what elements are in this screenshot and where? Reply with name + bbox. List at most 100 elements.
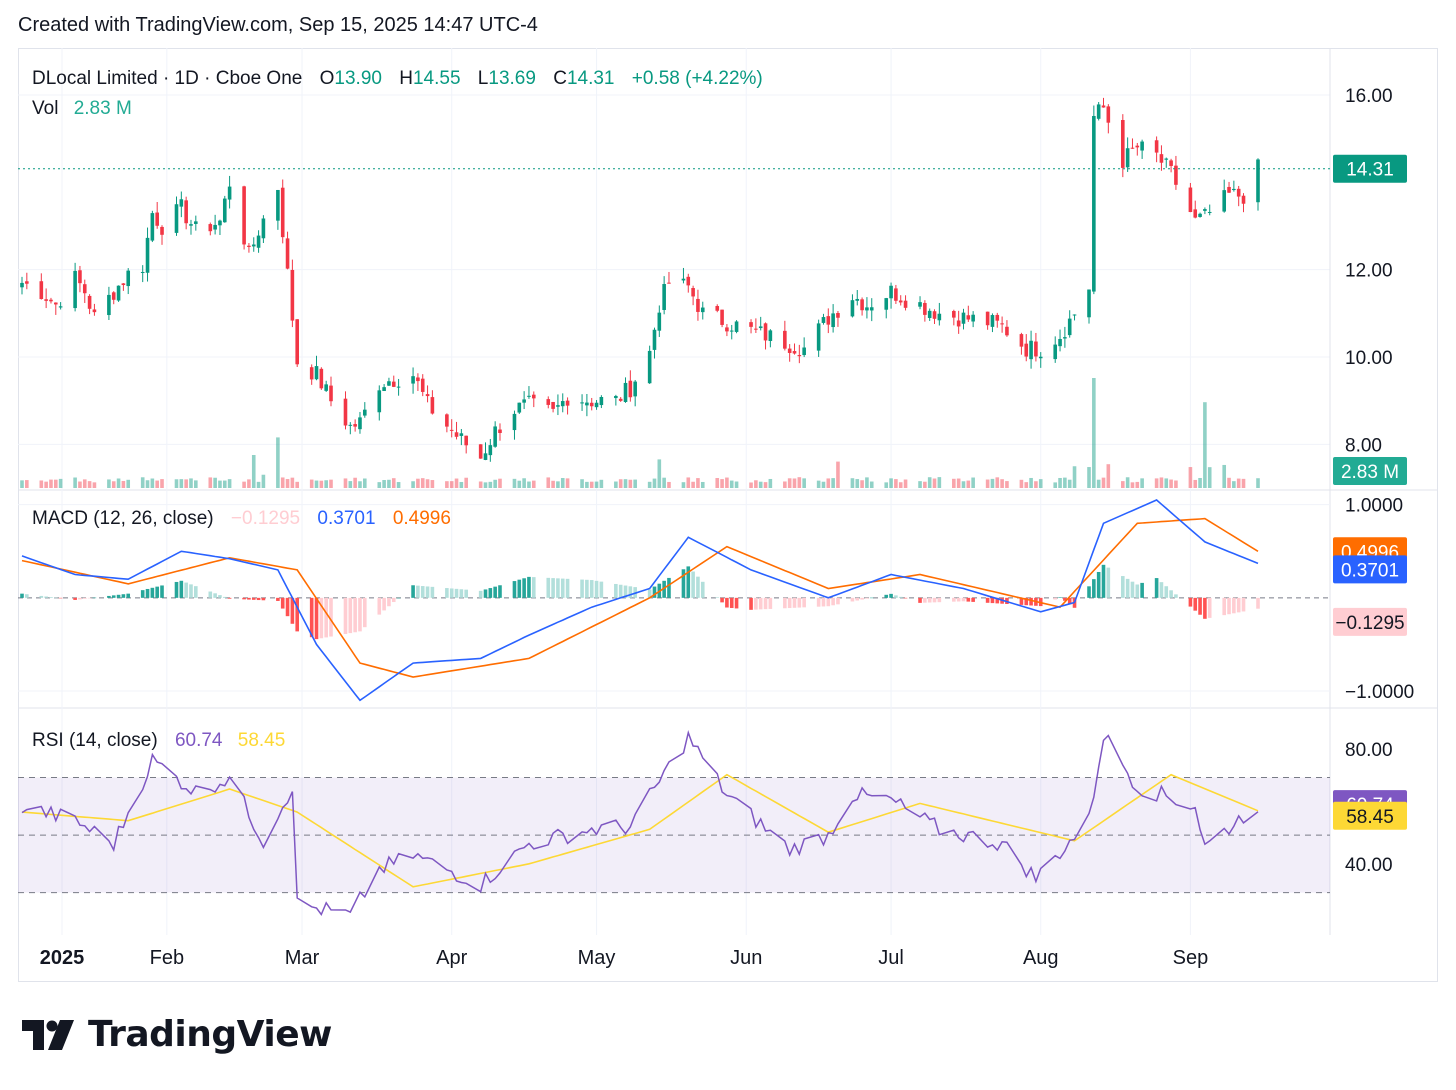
volume-bar — [150, 478, 155, 488]
macd-histogram-bar — [1096, 571, 1101, 598]
candle-body — [1256, 159, 1260, 203]
volume-bar — [174, 479, 179, 488]
volume-bar — [314, 480, 319, 488]
candle-body — [860, 299, 864, 311]
macd-histogram-bar — [488, 588, 493, 598]
macd-axis-label: 1.0000 — [1345, 496, 1403, 517]
macd-histogram-bar — [82, 597, 87, 599]
macd-histogram-bar — [869, 597, 874, 599]
macd-histogram-bar — [261, 597, 266, 601]
macd-histogram-bar — [826, 597, 831, 607]
legend-h-label: H — [399, 68, 413, 89]
volume-bar — [667, 481, 671, 488]
macd-histogram-bar — [416, 585, 420, 598]
volume-bar — [715, 478, 720, 488]
volume-badge-bg — [1333, 457, 1407, 485]
macd-axis-label: −1.0000 — [1345, 682, 1414, 703]
legend-change: +0.58 (+4.22%) — [632, 68, 763, 89]
candle-body — [116, 285, 121, 301]
volume-bar — [1207, 467, 1212, 488]
volume-bar — [1232, 481, 1236, 488]
volume-bar — [952, 478, 956, 488]
macd-histogram-bar — [396, 597, 401, 599]
volume-bar — [1063, 477, 1067, 488]
candle-body — [551, 401, 555, 409]
macd-histogram-bar — [802, 597, 806, 608]
macd-histogram-bar — [599, 581, 604, 598]
macd-histogram-bar — [107, 595, 111, 598]
volume-bar — [990, 478, 995, 488]
macd-histogram-bar — [1198, 597, 1202, 615]
candle-body — [971, 314, 975, 322]
volume-bar — [459, 481, 464, 488]
candle-body — [121, 283, 126, 286]
volume-bar — [768, 478, 773, 488]
candle-body — [889, 285, 893, 299]
candle-body — [449, 429, 454, 431]
rsi-legend: RSI (14, close) 60.74 58.45 — [32, 730, 285, 751]
macd-histogram-bar — [1130, 581, 1135, 598]
macd-histogram-bar — [295, 597, 300, 632]
candle-body — [681, 278, 686, 281]
macd-histogram-bar — [459, 589, 464, 598]
candle-body — [715, 306, 720, 311]
macd-histogram-bar — [522, 578, 526, 598]
volume-badge: 2.83 M — [1341, 462, 1399, 483]
volume-bar — [725, 477, 729, 488]
macd-histogram-bar — [140, 590, 145, 598]
candle-body — [894, 288, 898, 301]
candle-body — [1101, 105, 1106, 108]
price-axis-label: 16.00 — [1345, 86, 1393, 107]
macd-histogram-bar — [213, 593, 217, 598]
macd-histogram-bar — [222, 596, 227, 598]
volume-bar — [1174, 480, 1178, 488]
macd-histogram-bar — [763, 597, 768, 610]
candle-body — [662, 284, 666, 310]
candle-body — [985, 311, 990, 326]
candle-body — [194, 221, 198, 224]
volume-bar — [213, 477, 217, 488]
volume-bar — [860, 480, 864, 488]
candle-body — [618, 398, 623, 401]
volume-bar — [1256, 478, 1260, 488]
volume-bar — [850, 478, 855, 488]
macd-histogram-bar — [816, 597, 821, 607]
volume-bar — [87, 481, 92, 488]
tradingview-logo[interactable]: TradingView — [22, 1014, 332, 1055]
candle-body — [927, 310, 932, 318]
vol-value: 2.83 M — [74, 98, 132, 119]
volume-bar — [1135, 481, 1140, 488]
volume-bar — [787, 478, 792, 488]
candlesticks[interactable] — [18, 97, 1330, 462]
candle-body — [903, 300, 908, 308]
volume-bar — [53, 479, 58, 488]
legend-low: 13.69 — [488, 68, 536, 89]
macd-histogram-bar — [478, 590, 483, 598]
volume-bar — [1227, 477, 1231, 488]
candle-body — [358, 417, 362, 430]
volume-bar — [512, 478, 517, 488]
candle-body — [1140, 141, 1144, 151]
volume-bar — [488, 481, 493, 488]
volume-bar — [145, 480, 150, 488]
volume-bar — [720, 479, 724, 488]
volume-bar — [927, 477, 932, 488]
macd-histogram-bar — [1067, 597, 1072, 605]
volume-bar — [797, 477, 802, 488]
candle-body — [111, 292, 116, 300]
candle-body — [802, 347, 806, 356]
macd-histogram-bar — [787, 597, 792, 609]
candle-body — [218, 220, 222, 226]
candle-body — [918, 302, 922, 307]
macd-line — [21, 499, 1259, 702]
candle-body — [343, 398, 348, 426]
candle-body — [20, 282, 24, 288]
volume-bar — [1236, 478, 1241, 488]
candle-body — [411, 376, 415, 384]
volume-bar — [560, 478, 565, 488]
volume-bar — [78, 481, 82, 488]
candle-body — [488, 445, 493, 456]
macd-histogram-bar — [1024, 597, 1029, 606]
candle-body — [580, 402, 584, 404]
